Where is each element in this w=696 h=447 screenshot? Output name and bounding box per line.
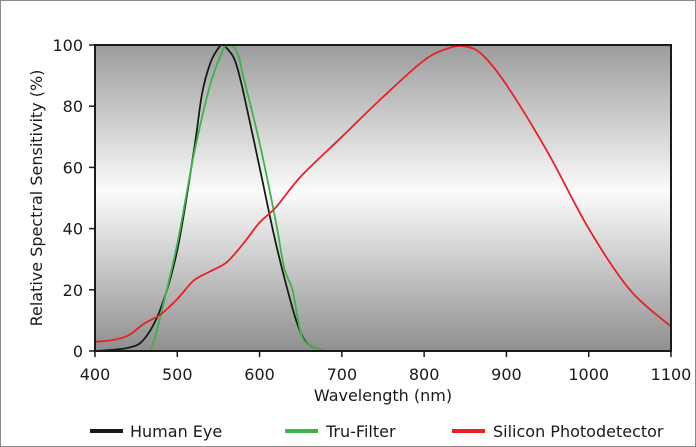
silicon-photodetector-legend-label: Silicon Photodetector	[493, 422, 664, 441]
series-layer	[95, 45, 671, 351]
y-axis: 0 20 40 60 80 100	[52, 36, 95, 361]
x-tick-label: 700	[327, 365, 358, 384]
y-tick-label: 60	[63, 158, 83, 177]
plot-area	[95, 45, 671, 351]
legend: Human Eye Tru-Filter Silicon Photodetector	[90, 422, 664, 441]
x-tick-label: 1100	[651, 365, 692, 384]
x-tick-label: 900	[491, 365, 522, 384]
y-tick-label: 80	[63, 97, 83, 116]
y-tick-label: 40	[63, 220, 83, 239]
x-tick-label: 400	[80, 365, 111, 384]
tru-filter-series-line	[95, 45, 425, 351]
tru-filter-legend-label: Tru-Filter	[325, 422, 396, 441]
y-tick-label: 20	[63, 281, 83, 300]
plot-border	[94, 44, 672, 352]
y-axis-title: Relative Spectral Sensitivity (%)	[27, 70, 46, 327]
x-axis: 400 500 600 700 800 900 1000 1100	[80, 351, 692, 384]
x-tick-label: 1000	[568, 365, 609, 384]
x-tick-label: 600	[244, 365, 275, 384]
x-axis-title: Wavelength (nm)	[314, 386, 452, 405]
x-tick-label: 500	[162, 365, 193, 384]
human-eye-legend-label: Human Eye	[130, 422, 222, 441]
silicon-photodetector-series-line	[95, 45, 671, 343]
y-tick-label: 100	[52, 36, 83, 55]
y-tick-label: 0	[73, 342, 83, 361]
x-tick-label: 800	[409, 365, 440, 384]
